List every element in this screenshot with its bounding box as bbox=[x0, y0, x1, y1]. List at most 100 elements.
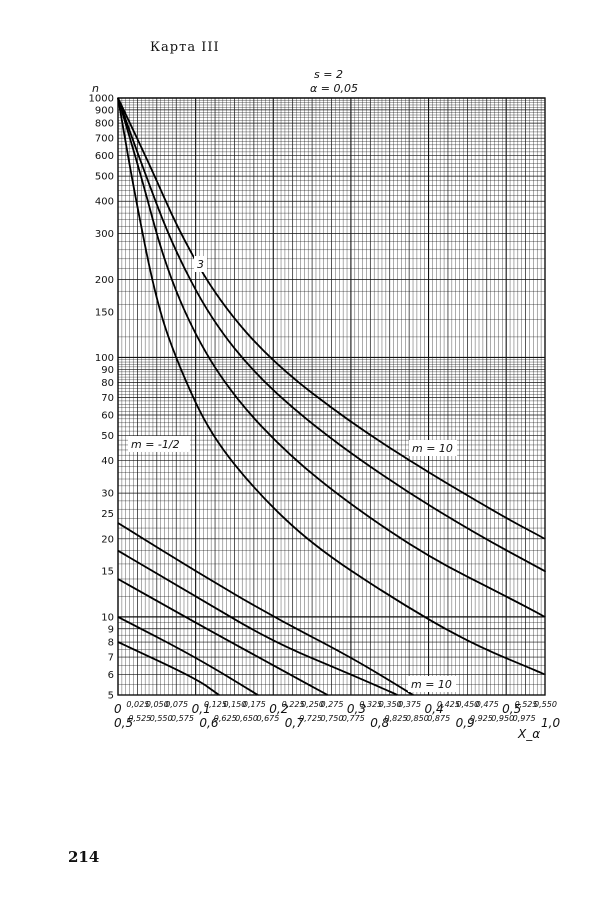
chart-annotations: m = -1/2 m = 10 m = 10 3 bbox=[128, 256, 457, 692]
annotation-bg bbox=[194, 256, 207, 272]
y-tick-label: 400 bbox=[95, 197, 114, 208]
y-tick-label: 900 bbox=[95, 105, 114, 116]
y-tick-label: 1000 bbox=[89, 94, 114, 105]
curve-lower-7 bbox=[117, 616, 259, 696]
x-minor-tick-label: 0,650 bbox=[235, 714, 258, 723]
y-tick-label: 300 bbox=[95, 229, 114, 240]
y-tick-label: 500 bbox=[95, 172, 114, 183]
y-tick-label: 800 bbox=[95, 119, 114, 130]
y-tick-label: 9 bbox=[108, 624, 114, 635]
x-minor-tick-label: 0,350 bbox=[379, 700, 402, 709]
x-minor-tick-label: 0,475 bbox=[476, 700, 499, 709]
x-major-tick-label: 0,5 bbox=[502, 702, 521, 716]
y-tick-label: 20 bbox=[101, 534, 114, 545]
x-major-tick-label: 0,2 bbox=[269, 702, 288, 716]
x-minor-tick-label: 0,925 bbox=[470, 714, 493, 723]
y-tick-label: 6 bbox=[108, 670, 114, 681]
curve-annotation: m = 10 bbox=[412, 442, 453, 455]
x-major-tick-label: 0,8 bbox=[370, 716, 389, 730]
curve-annotation: 3 bbox=[197, 258, 204, 271]
x-minor-tick-label: 0,950 bbox=[491, 714, 514, 723]
chart-curves bbox=[117, 97, 546, 696]
annotation-bg bbox=[408, 676, 456, 692]
curve-upper-3 bbox=[117, 97, 546, 540]
x-major-tick-label: 0,9 bbox=[456, 716, 475, 730]
y-tick-label: 30 bbox=[101, 489, 114, 500]
x-minor-tick-label: 0,775 bbox=[342, 714, 365, 723]
y-tick-label: 5 bbox=[108, 691, 114, 702]
x-minor-tick-label: 0,025 bbox=[126, 700, 149, 709]
y-tick-label: 7 bbox=[108, 653, 114, 664]
x-minor-tick-label: 0,125 bbox=[204, 700, 227, 709]
x-major-tick-label: 0,7 bbox=[285, 716, 304, 730]
curve-lower-6 bbox=[117, 578, 329, 696]
y-tick-label: 10 bbox=[101, 612, 114, 623]
x-minor-tick-label: 0,525 bbox=[515, 700, 538, 709]
y-tick-label: 90 bbox=[101, 365, 114, 376]
x-axis-label: X_α bbox=[517, 727, 540, 741]
x-minor-tick-label: 0,750 bbox=[321, 714, 344, 723]
x-minor-tick-label: 0,275 bbox=[321, 700, 344, 709]
y-tick-label: 40 bbox=[101, 456, 114, 467]
y-tick-label: 80 bbox=[101, 378, 114, 389]
param-alpha: α = 0,05 bbox=[310, 82, 358, 95]
x-minor-tick-label: 0,225 bbox=[282, 700, 305, 709]
curve-lower-8 bbox=[117, 641, 220, 696]
x-major-tick-label: 0 bbox=[114, 702, 122, 716]
y-tick-label: 50 bbox=[101, 431, 114, 442]
x-minor-tick-label: 0,825 bbox=[385, 714, 408, 723]
x-minor-tick-label: 0,325 bbox=[359, 700, 382, 709]
x-minor-tick-label: 0,075 bbox=[165, 700, 188, 709]
annotation-bg bbox=[409, 440, 457, 456]
x-minor-tick-label: 0,175 bbox=[243, 700, 266, 709]
y-tick-label: 25 bbox=[101, 509, 114, 520]
y-tick-label: 15 bbox=[101, 567, 114, 578]
curve-upper-2 bbox=[117, 97, 546, 573]
y-tick-label: 60 bbox=[101, 411, 114, 422]
x-minor-tick-label: 0,850 bbox=[406, 714, 429, 723]
y-tick-label: 8 bbox=[108, 638, 114, 649]
x-major-tick-label: 0,5 bbox=[114, 716, 133, 730]
curve-annotation: m = 10 bbox=[411, 678, 452, 691]
x-major-tick-label: 0,6 bbox=[199, 716, 218, 730]
curve-lower-5 bbox=[117, 549, 399, 696]
x-minor-tick-label: 0,625 bbox=[214, 714, 237, 723]
x-major-tick-label: 0,4 bbox=[425, 702, 444, 716]
x-minor-tick-label: 0,425 bbox=[437, 700, 460, 709]
page-caption: Карта III bbox=[150, 40, 220, 55]
x-minor-tick-label: 0,525 bbox=[128, 714, 151, 723]
x-minor-tick-label: 0,375 bbox=[398, 700, 421, 709]
y-axis-label: n bbox=[92, 82, 99, 95]
curve-upper-1 bbox=[117, 97, 546, 618]
param-s: s = 2 bbox=[314, 68, 343, 81]
curve-lower-4 bbox=[117, 522, 414, 696]
x-minor-tick-label: 0,725 bbox=[299, 714, 322, 723]
x-minor-tick-label: 0,875 bbox=[427, 714, 450, 723]
x-major-tick-label: 0,3 bbox=[347, 702, 366, 716]
y-tick-label: 70 bbox=[101, 393, 114, 404]
x-minor-tick-label: 0,150 bbox=[223, 700, 246, 709]
y-tick-label: 200 bbox=[95, 275, 114, 286]
x-minor-tick-label: 0,050 bbox=[146, 700, 169, 709]
chart-grid bbox=[117, 97, 546, 696]
x-minor-tick-label: 0,250 bbox=[301, 700, 324, 709]
x-minor-tick-label: 0,550 bbox=[150, 714, 173, 723]
y-tick-label: 600 bbox=[95, 151, 114, 162]
x-minor-tick-label: 0,450 bbox=[456, 700, 479, 709]
y-tick-label: 100 bbox=[95, 353, 114, 364]
x-minor-tick-label: 0,675 bbox=[256, 714, 279, 723]
curve-annotation: m = -1/2 bbox=[131, 438, 180, 451]
y-tick-label: 150 bbox=[95, 307, 114, 318]
annotation-bg bbox=[128, 436, 190, 452]
page-number: 214 bbox=[68, 848, 100, 866]
curve-upper-0 bbox=[117, 97, 546, 676]
x-minor-tick-label: 0,975 bbox=[513, 714, 536, 723]
x-major-tick-label: 0,1 bbox=[192, 702, 211, 716]
x-minor-tick-label: 0,575 bbox=[171, 714, 194, 723]
x-minor-tick-label: 0,550 bbox=[534, 700, 557, 709]
y-tick-label: 700 bbox=[95, 134, 114, 145]
